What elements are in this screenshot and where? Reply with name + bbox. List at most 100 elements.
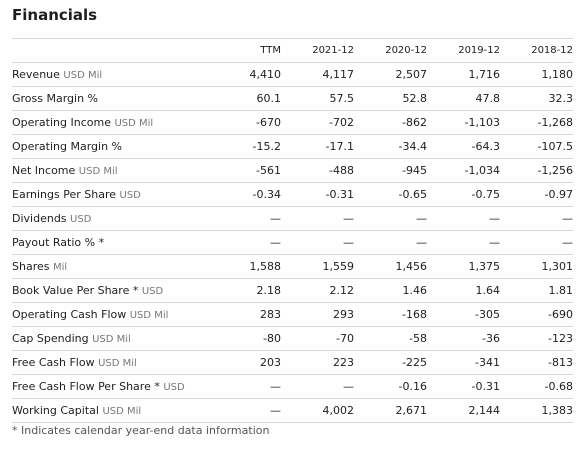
table-cell: 1,716 <box>427 62 500 87</box>
table-cell: -702 <box>281 110 354 135</box>
row-label-text: Free Cash Flow <box>12 356 95 369</box>
row-label-text: Dividends <box>12 212 67 225</box>
table-cell: -862 <box>354 110 427 135</box>
table-cell: -0.31 <box>281 182 354 207</box>
table-cell: 1,180 <box>500 62 573 87</box>
column-header: 2019-12 <box>427 38 500 63</box>
column-header: 2018-12 <box>500 38 573 63</box>
table-cell: 52.8 <box>354 86 427 111</box>
table-cell: 4,117 <box>281 62 354 87</box>
table-cell: -1,103 <box>427 110 500 135</box>
table-cell: -36 <box>427 326 500 351</box>
table-cell: 2.12 <box>281 278 354 303</box>
row-label-text: Cap Spending <box>12 332 89 345</box>
table-body: Revenue USD Mil 4,410 4,117 2,507 1,716 1,180… <box>12 62 573 423</box>
row-label: Working Capital USD Mil <box>12 398 208 423</box>
row-unit: USD <box>70 214 92 225</box>
row-label: Shares Mil <box>12 254 208 279</box>
row-unit: USD <box>141 286 164 297</box>
table-cell: — <box>354 230 427 255</box>
table-cell: 1,588 <box>208 254 281 279</box>
table-cell: 47.8 <box>427 86 500 111</box>
table-cell: — <box>500 206 573 231</box>
table-cell: -17.1 <box>281 134 354 159</box>
table-cell: 293 <box>281 302 354 327</box>
table-cell: 1,375 <box>427 254 500 279</box>
row-label-text: Working Capital <box>12 404 99 417</box>
table-cell: 32.3 <box>500 86 573 111</box>
table-row: Operating Cash Flow USD Mil 283 293 -168 -30… <box>12 302 573 327</box>
row-unit: USD Mil <box>102 406 142 417</box>
table-cell: — <box>208 398 281 423</box>
row-unit: Mil <box>52 262 68 273</box>
table-row: Working Capital USD Mil —4,002 2,671 2,144 1… <box>12 398 573 423</box>
table-cell: 60.1 <box>208 86 281 111</box>
row-label-text: Operating Cash Flow <box>12 308 127 321</box>
column-header: 2020-12 <box>354 38 427 63</box>
table-cell: — <box>500 230 573 255</box>
table-cell: — <box>281 206 354 231</box>
table-cell: 1,456 <box>354 254 427 279</box>
table-cell: -813 <box>500 350 573 375</box>
row-unit: USD <box>119 190 141 201</box>
table-cell: 1,301 <box>500 254 573 279</box>
table-cell: -1,268 <box>500 110 573 135</box>
table-cell: 2,144 <box>427 398 500 423</box>
table-cell: 2.18 <box>208 278 281 303</box>
table-cell: -690 <box>500 302 573 327</box>
table-cell: — <box>281 374 354 399</box>
table-cell: — <box>427 206 500 231</box>
table-cell: 283 <box>208 302 281 327</box>
row-label: Payout Ratio % * <box>12 230 208 255</box>
table-cell: -107.5 <box>500 134 573 159</box>
row-unit: USD Mil <box>63 70 103 81</box>
table-row: Shares Mil 1,588 1,559 1,456 1,375 1,301 <box>12 254 573 279</box>
table-cell: 1,383 <box>500 398 573 423</box>
table-cell: -70 <box>281 326 354 351</box>
row-unit: USD Mil <box>129 310 169 321</box>
table-cell: -0.34 <box>208 182 281 207</box>
table-cell: -15.2 <box>208 134 281 159</box>
table-row: Free Cash Flow USD Mil 203 223 -225 -341 -813 <box>12 350 573 375</box>
row-label: Dividends USD <box>12 206 208 231</box>
table-cell: 4,002 <box>281 398 354 423</box>
table-cell: 223 <box>281 350 354 375</box>
row-unit: USD Mil <box>78 166 118 177</box>
table-row: Book Value Per Share * USD 2.18 2.12 1.46 1.… <box>12 278 573 303</box>
row-label: Gross Margin % <box>12 86 208 111</box>
row-label: Operating Margin % <box>12 134 208 159</box>
table-cell: — <box>281 230 354 255</box>
row-label-text: Operating Income <box>12 116 111 129</box>
row-label: Earnings Per Share USD <box>12 182 208 207</box>
table-cell: -561 <box>208 158 281 183</box>
table-row: Operating Margin % -15.2 -17.1 -34.4 -64.3 -1… <box>12 134 573 159</box>
table-cell: -225 <box>354 350 427 375</box>
footnote: * Indicates calendar year-end data infor… <box>12 424 270 437</box>
table-cell: -488 <box>281 158 354 183</box>
table-cell: 1.46 <box>354 278 427 303</box>
financials-table: TTM 2021-12 2020-12 2019-12 2018-12 Reve… <box>12 38 573 423</box>
table-cell: — <box>354 206 427 231</box>
row-label-text: Earnings Per Share <box>12 188 117 201</box>
table-row: Earnings Per Share USD -0.34 -0.31 -0.65 -0.… <box>12 182 573 207</box>
table-cell: -0.97 <box>500 182 573 207</box>
row-label: Revenue USD Mil <box>12 62 208 87</box>
row-label: Operating Cash Flow USD Mil <box>12 302 208 327</box>
row-unit: USD Mil <box>114 118 154 129</box>
table-cell: -58 <box>354 326 427 351</box>
table-cell: -1,034 <box>427 158 500 183</box>
table-row: Net Income USD Mil -561 -488 -945 -1,034 -1,2… <box>12 158 573 183</box>
column-header: TTM <box>208 38 281 63</box>
table-cell: -0.68 <box>500 374 573 399</box>
row-label-text: Revenue <box>12 68 60 81</box>
table-cell: -64.3 <box>427 134 500 159</box>
row-unit: USD <box>163 382 185 393</box>
row-label-text: Gross Margin % <box>12 92 99 105</box>
table-cell: -0.31 <box>427 374 500 399</box>
table-cell: -945 <box>354 158 427 183</box>
table-cell: 4,410 <box>208 62 281 87</box>
row-label-text: Book Value Per Share * <box>12 284 139 297</box>
table-cell: -123 <box>500 326 573 351</box>
table-cell: 1.81 <box>500 278 573 303</box>
table-row: Cap Spending USD Mil -80 -70 -58 -36 -123 <box>12 326 573 351</box>
